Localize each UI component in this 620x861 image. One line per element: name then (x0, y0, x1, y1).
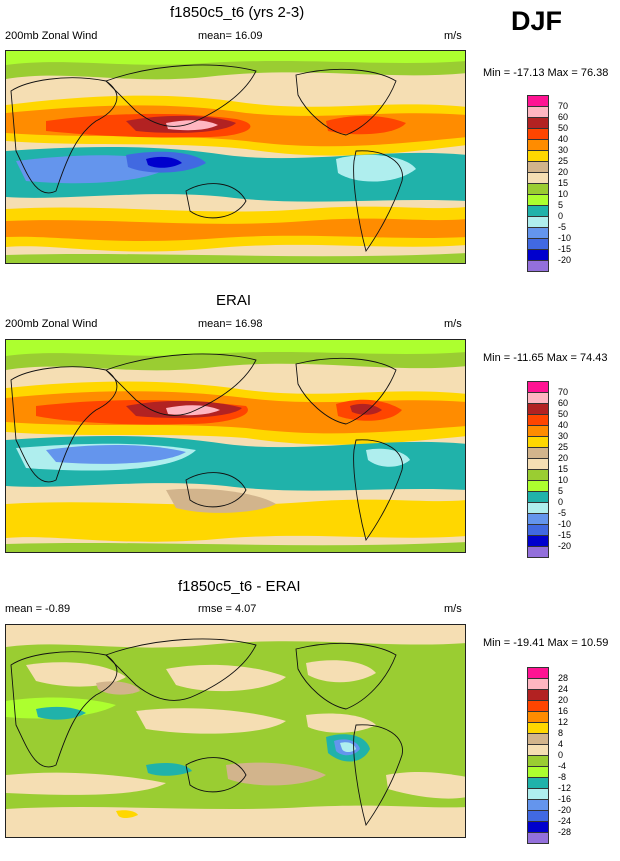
colorbar-tick: 24 (558, 684, 569, 694)
colorbar-tick: -15 (558, 244, 572, 254)
colorbar-tick: -12 (558, 783, 572, 793)
colorbar-tick: -10 (558, 519, 572, 529)
colorbar-tick: 60 (558, 398, 569, 408)
panel2-left-label: 200mb Zonal Wind (5, 318, 98, 330)
colorbar-tick: 0 (558, 497, 564, 507)
colorbar-tick: 30 (558, 431, 569, 441)
colorbar-tick: -20 (558, 541, 572, 551)
colorbar-tick: 20 (558, 453, 569, 463)
panel3-title: f1850c5_t6 - ERAI (178, 578, 301, 595)
colorbar-tick: 40 (558, 420, 569, 430)
colorbar-tick: 0 (558, 750, 564, 760)
colorbar-tick: 60 (558, 112, 569, 122)
colorbar-tick: 70 (558, 387, 569, 397)
colorbar-tick: 40 (558, 134, 569, 144)
colorbar-tick: -24 (558, 816, 572, 826)
panel1-map (5, 50, 466, 264)
colorbar-tick: -10 (558, 233, 572, 243)
colorbar-tick: -8 (558, 772, 567, 782)
colorbar-tick: 28 (558, 673, 569, 683)
panel1-mean: mean= 16.09 (198, 30, 263, 42)
panel2-units: m/s (444, 318, 462, 330)
colorbar-tick: -5 (558, 508, 567, 518)
colorbar-tick: 15 (558, 464, 569, 474)
colorbar-tick: 70 (558, 101, 569, 111)
panel2-map (5, 339, 466, 553)
colorbar-tick: 5 (558, 200, 564, 210)
panel2-colorbar (527, 381, 549, 558)
colorbar-tick: -4 (558, 761, 567, 771)
panel1-colorbar (527, 95, 549, 272)
panel3-mean: mean = -0.89 (5, 603, 71, 615)
colorbar-tick: -16 (558, 794, 572, 804)
colorbar-tick: -5 (558, 222, 567, 232)
colorbar-tick: 16 (558, 706, 569, 716)
panel1-left-label: 200mb Zonal Wind (5, 30, 98, 42)
colorbar-tick: 12 (558, 717, 569, 727)
panel2-mean: mean= 16.98 (198, 318, 263, 330)
colorbar-tick: 10 (558, 189, 569, 199)
colorbar-tick: 4 (558, 739, 564, 749)
colorbar-tick: 50 (558, 123, 569, 133)
colorbar-tick: 0 (558, 211, 564, 221)
colorbar-tick: 25 (558, 442, 569, 452)
panel3-map (5, 624, 466, 838)
colorbar-tick: 8 (558, 728, 564, 738)
colorbar-tick: 30 (558, 145, 569, 155)
panel3-units: m/s (444, 603, 462, 615)
panel2-minmax: Min = -11.65 Max = 74.43 (483, 352, 608, 364)
colorbar-tick: 50 (558, 409, 569, 419)
colorbar-tick: 15 (558, 178, 569, 188)
colorbar-tick: 20 (558, 695, 569, 705)
colorbar-tick: 10 (558, 475, 569, 485)
colorbar-tick: -28 (558, 827, 572, 837)
season-label: DJF (511, 6, 563, 36)
colorbar-tick: 25 (558, 156, 569, 166)
colorbar-tick: -15 (558, 530, 572, 540)
panel2-title: ERAI (216, 292, 252, 309)
panel3-minmax: Min = -19.41 Max = 10.59 (483, 637, 609, 649)
panel1-title: f1850c5_t6 (yrs 2-3) (170, 4, 305, 21)
colorbar-tick: 5 (558, 486, 564, 496)
panel3-rmse: rmse = 4.07 (198, 603, 257, 615)
colorbar-tick: 20 (558, 167, 569, 177)
colorbar-tick: -20 (558, 255, 572, 265)
panel1-units: m/s (444, 30, 462, 42)
colorbar-tick: -20 (558, 805, 572, 815)
panel3-colorbar (527, 667, 549, 844)
panel1-minmax: Min = -17.13 Max = 76.38 (483, 67, 609, 79)
